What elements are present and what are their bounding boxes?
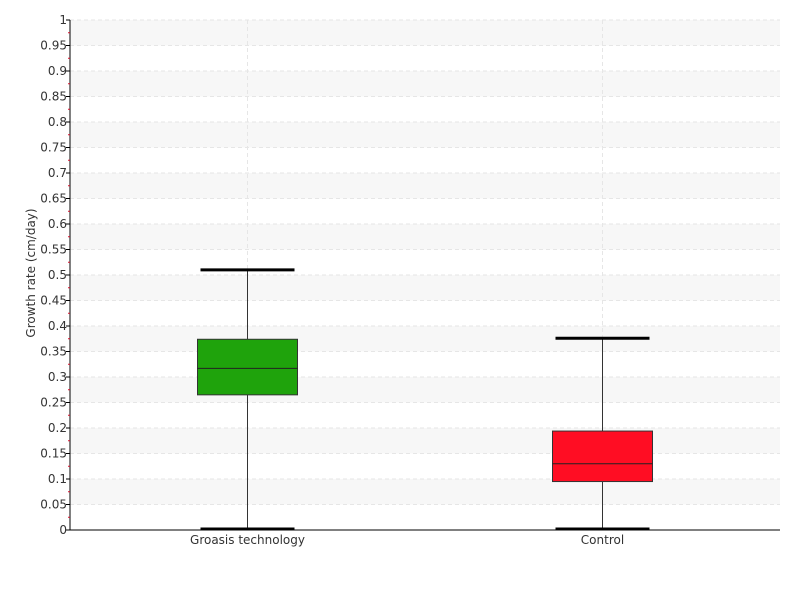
grid-band [70, 351, 780, 377]
grid-band [70, 198, 780, 224]
box-group [197, 268, 298, 531]
grid-band [70, 300, 780, 326]
y-tick-label: 0.3 [48, 370, 67, 384]
y-tick-label: 0.15 [40, 447, 67, 461]
grid-band [70, 428, 780, 454]
grid-band [70, 479, 780, 505]
grid-band [70, 147, 780, 173]
x-axis-labels: Groasis technology Control [190, 533, 624, 547]
y-tick-label: 0.6 [48, 217, 67, 231]
background-bands [70, 20, 780, 530]
grid-band [70, 504, 780, 530]
y-tick-label: 0.05 [40, 498, 67, 512]
box-series [197, 268, 653, 531]
iqr-box [552, 430, 653, 483]
y-tick-label: 0.9 [48, 64, 67, 78]
grid-band [70, 402, 780, 428]
grid-band [70, 275, 780, 301]
y-tick-label: 0.5 [48, 268, 67, 282]
grid-band [70, 20, 780, 46]
y-tick-label: 0.55 [40, 243, 67, 257]
grid-band [70, 173, 780, 199]
y-tick-label: 0.4 [48, 319, 67, 333]
y-axis-title: Growth rate (cm/day) [24, 208, 38, 337]
y-tick-label: 0.35 [40, 345, 67, 359]
y-tick-label: 0.2 [48, 421, 67, 435]
grid-band [70, 71, 780, 97]
y-tick-label: 0.45 [40, 294, 67, 308]
y-tick-label: 0.95 [40, 39, 67, 53]
x-category-label: Control [581, 533, 624, 547]
x-category-label: Groasis technology [190, 533, 305, 547]
y-tick-label: 0.75 [40, 141, 67, 155]
y-tick-label: 0.7 [48, 166, 67, 180]
y-tick-label: 0.1 [48, 472, 67, 486]
y-tick-label: 0.85 [40, 90, 67, 104]
grid-band [70, 249, 780, 275]
grid-band [70, 122, 780, 148]
box-group [552, 336, 653, 531]
grid-lines [70, 19, 780, 530]
grid-band [70, 224, 780, 250]
grid-band [70, 96, 780, 122]
y-tick-label: 0.65 [40, 192, 67, 206]
y-tick-label: 0.25 [40, 396, 67, 410]
grid-band [70, 377, 780, 403]
y-tick-label: 0 [59, 523, 67, 537]
y-tick-label: 0.8 [48, 115, 67, 129]
y-axis-ticks: 0 0.05 0.1 0.15 0.2 0.25 0.3 0.35 0.4 0.45 0.5 0.55… [40, 13, 70, 537]
y-tick-label: 1 [59, 13, 67, 27]
iqr-box [197, 338, 298, 396]
grid-band [70, 45, 780, 71]
grid-band [70, 453, 780, 479]
grid-band [70, 326, 780, 352]
